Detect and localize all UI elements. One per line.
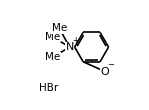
Text: N: N xyxy=(65,42,74,52)
Text: +: + xyxy=(72,36,79,45)
Text: HBr: HBr xyxy=(39,83,58,93)
Text: Me: Me xyxy=(45,52,60,62)
Text: Me: Me xyxy=(52,23,67,33)
Text: O: O xyxy=(101,67,110,77)
Text: −: − xyxy=(108,61,115,70)
Text: Me: Me xyxy=(45,32,60,42)
